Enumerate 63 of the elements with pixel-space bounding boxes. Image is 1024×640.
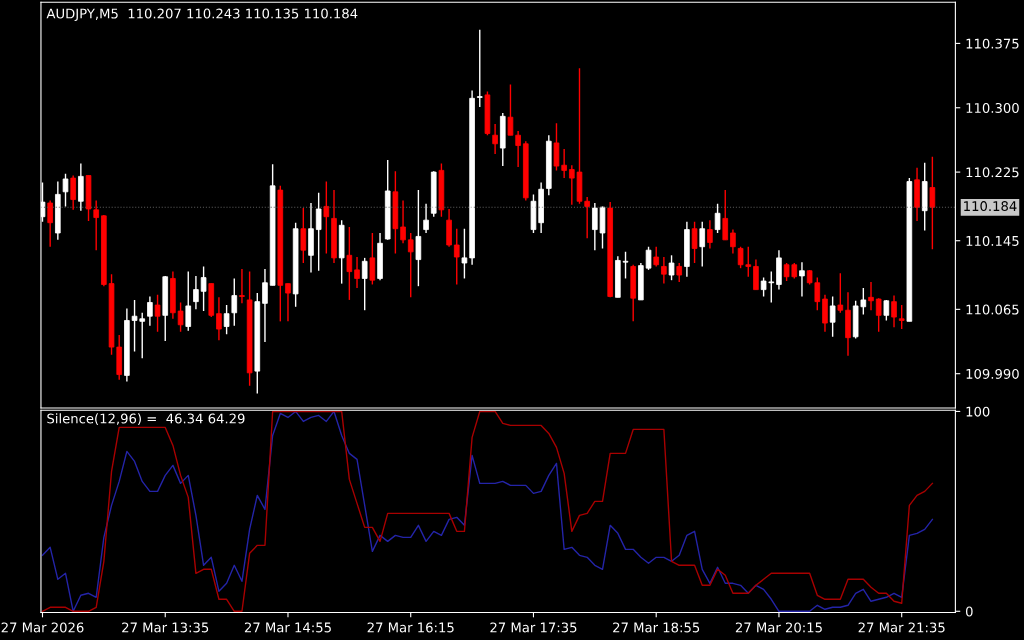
candlestick [461, 228, 468, 280]
candlestick [476, 28, 483, 108]
candlestick [430, 170, 437, 218]
x-tick-label: 27 Mar 18:55 [613, 622, 700, 633]
candlestick [200, 265, 207, 312]
candlestick [231, 277, 238, 327]
candlestick [185, 270, 192, 332]
x-tick-label: 27 Mar 13:35 [122, 622, 209, 633]
candlestick [415, 189, 422, 287]
y-tick-label: 110.300 [966, 102, 1019, 113]
candlestick [484, 90, 491, 136]
y-tick-label: 110.145 [966, 235, 1019, 246]
candlestick [875, 297, 882, 333]
x-tick-label: 27 Mar 20:15 [735, 622, 822, 633]
candlestick [177, 301, 184, 333]
candlestick [829, 295, 836, 338]
x-tick-label: 27 Mar 2026 [1, 622, 84, 633]
candlestick [300, 207, 307, 264]
candlestick [676, 262, 683, 283]
candlestick [453, 228, 460, 286]
x-tick-label: 27 Mar 16:15 [367, 622, 454, 633]
candlestick [62, 173, 69, 208]
y-tick-label: 100 [966, 406, 990, 417]
x-tick-label: 27 Mar 21:35 [858, 622, 945, 633]
line-series [41, 410, 934, 612]
candlestick [254, 292, 261, 395]
candlestick [269, 163, 276, 287]
y-tick-label: 110.375 [966, 38, 1019, 49]
candlestick [898, 304, 905, 330]
candlestick [668, 254, 675, 281]
chart-title: Silence(12,96) = 46.34 64.29 [47, 413, 245, 426]
candlestick [507, 83, 514, 136]
chart-title: AUDJPY,M5 110.207 110.243 110.135 110.184 [46, 8, 358, 21]
candlestick [691, 221, 698, 264]
candlestick [522, 140, 529, 202]
y-tick-label: 110.065 [966, 304, 1019, 315]
candlestick [499, 112, 506, 167]
candlestick [837, 272, 844, 314]
candlestick [392, 170, 399, 255]
candlestick [407, 232, 414, 299]
candlestick [292, 222, 299, 308]
candlestick [246, 270, 253, 387]
ref-line-label: 110.184 [964, 201, 1017, 212]
candlestick [361, 257, 368, 311]
y-tick-label: 0 [965, 606, 973, 617]
candlestick [208, 282, 215, 318]
y-tick-label: 109.990 [966, 368, 1019, 379]
candlestick [154, 294, 161, 333]
candlestick [699, 221, 706, 268]
candlestick [277, 185, 284, 323]
candlestick [384, 159, 391, 241]
x-tick-label: 27 Mar 14:55 [244, 622, 331, 633]
candlestick [722, 189, 729, 241]
candlestick [223, 304, 230, 335]
candlestick [645, 246, 652, 271]
candlestick [315, 191, 322, 272]
candlestick [338, 219, 345, 285]
candlestick [653, 246, 660, 268]
candlestick [883, 299, 890, 322]
candlestick [369, 232, 376, 286]
x-tick-label: 27 Mar 17:35 [490, 622, 577, 633]
candlestick [162, 275, 169, 342]
y-tick-label: 110.225 [966, 167, 1019, 178]
